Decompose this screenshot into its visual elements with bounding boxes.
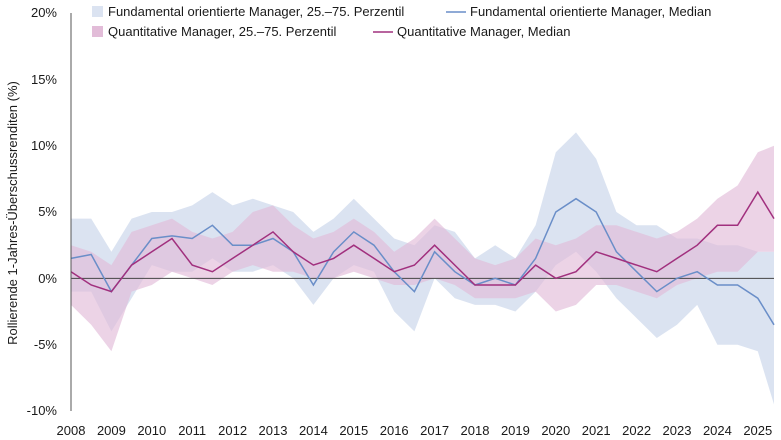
x-tick-label: 2010 (137, 423, 166, 438)
x-tick-labels: 2008 2009 2010 2011 2012 2013 2014 2015 2016 2017… (57, 423, 773, 438)
y-tick-label: -5% (34, 337, 58, 352)
x-tick-label: 2022 (622, 423, 651, 438)
legend-swatch-fund-band (92, 6, 103, 17)
legend-label-quant-line: Quantitative Manager, Median (397, 24, 570, 39)
x-tick-label: 2009 (97, 423, 126, 438)
x-tick-label: 2025 (743, 423, 772, 438)
x-tick-label: 2015 (339, 423, 368, 438)
y-tick-label: 10% (31, 138, 57, 153)
y-tick-label: 0% (38, 271, 57, 286)
x-tick-label: 2013 (259, 423, 288, 438)
quant-band-area (71, 145, 774, 352)
x-tick-label: 2016 (380, 423, 409, 438)
y-tick-label: 20% (31, 5, 57, 20)
x-tick-label: 2012 (218, 423, 247, 438)
y-tick-label: 15% (31, 72, 57, 87)
quant-median-line (70, 190, 775, 293)
legend-label-fund-line: Fundamental orientierte Manager, Median (470, 4, 711, 19)
y-axis-label: Rollierende 1-Jahres-Überschussrenditen … (5, 81, 20, 345)
legend-label-fund-band: Fundamental orientierte Manager, 25.–75.… (108, 4, 404, 19)
x-tick-label: 2008 (57, 423, 86, 438)
x-tick-label: 2018 (461, 423, 490, 438)
x-tick-label: 2011 (178, 423, 206, 438)
y-tick-label: -10% (27, 403, 58, 418)
x-tick-label: 2017 (420, 423, 449, 438)
legend-swatch-quant-band (92, 26, 103, 37)
legend-label-quant-band: Quantitative Manager, 25.–75. Perzentil (108, 24, 336, 39)
x-tick-label: 2020 (541, 423, 570, 438)
y-tick-labels: 20% 15% 10% 5% 0% -5% -10% (27, 5, 58, 418)
x-tick-label: 2023 (663, 423, 692, 438)
x-tick-label: 2021 (582, 423, 611, 438)
fund-median-line (70, 197, 775, 326)
plot-area (70, 13, 775, 411)
x-tick-label: 2019 (501, 423, 530, 438)
x-tick-label: 2014 (299, 423, 328, 438)
legend: Fundamental orientierte Manager, 25.–75.… (92, 4, 711, 39)
x-tick-label: 2024 (703, 423, 732, 438)
y-tick-label: 5% (38, 204, 57, 219)
